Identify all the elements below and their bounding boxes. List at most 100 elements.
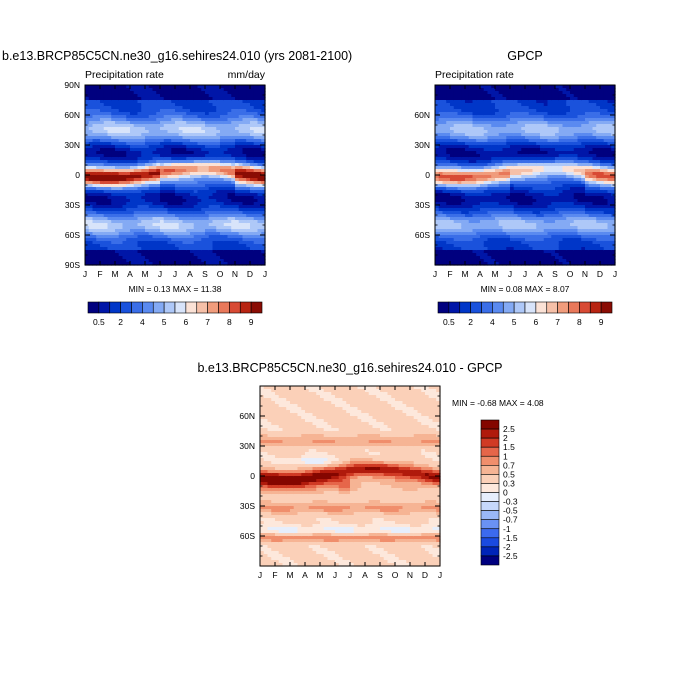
model-precip-cell (111, 187, 116, 191)
model-precip-cell (96, 136, 101, 140)
model-precip-cell (246, 205, 251, 209)
model-precip-cell (156, 100, 161, 104)
model-precip-cell (141, 241, 146, 245)
model-precip-cell (85, 262, 90, 266)
model-precip-cell (253, 136, 259, 140)
gpcp-precip-cell (547, 208, 552, 212)
gpcp-precip-cell (446, 130, 451, 134)
model-precip-cell (137, 145, 142, 149)
gpcp-precip-cell (476, 154, 481, 158)
gpcp-precip-cell (435, 115, 440, 119)
gpcp-precip-cell (525, 163, 530, 167)
model-precip-cell (130, 214, 135, 218)
model-precip-cell (130, 220, 135, 224)
model-precip-cell (122, 139, 127, 143)
model-precip-cell (126, 109, 131, 113)
model-precip-cell (238, 196, 244, 200)
gpcp-precip-cell (532, 244, 537, 248)
model-precip-cell (242, 148, 247, 152)
gpcp-precip-cell (491, 178, 496, 182)
gpcp-precip-cell (525, 100, 530, 104)
gpcp-precip-cell (555, 238, 560, 242)
gpcp-precip-cell (491, 175, 496, 179)
model-precip-cell (148, 175, 154, 179)
model-precip-cell (253, 214, 259, 218)
model-precip-cell (223, 151, 229, 155)
model-precip-cell (175, 127, 180, 131)
model-precip-cell (220, 250, 225, 254)
gpcp-precip-cell (540, 124, 545, 128)
model-precip-x-tick-label: F (97, 269, 102, 279)
model-precip-cell (253, 118, 259, 122)
model-precip-cell (197, 202, 202, 206)
model-precip-cell (107, 214, 112, 218)
gpcp-precip-cell (551, 121, 556, 125)
model-precip-cell (92, 256, 97, 260)
model-precip-cell (175, 196, 180, 200)
gpcp-precip-cell (540, 262, 545, 266)
model-precip-cell (103, 244, 109, 248)
model-precip-cell (141, 166, 146, 170)
gpcp-precip-cell (480, 199, 485, 203)
model-precip-cell (133, 97, 139, 101)
model-precip-cell (190, 151, 195, 155)
model-precip-cell (85, 184, 90, 188)
model-precip-cell (156, 253, 161, 257)
gpcp-precip-cell (472, 91, 477, 95)
model-precip-cell (227, 217, 232, 221)
model-precip-cell (133, 238, 139, 242)
gpcp-precip-cell (476, 112, 481, 116)
model-precip-cell (227, 187, 232, 191)
gpcp-precip-cell (532, 130, 537, 134)
model-precip-cell (148, 256, 154, 260)
gpcp-precip-cell (480, 202, 485, 206)
model-precip-cell (205, 256, 210, 260)
gpcp-precip-cell (495, 88, 500, 92)
gpcp-precip-cell (446, 208, 451, 212)
gpcp-precip-cell (465, 187, 470, 191)
gpcp-precip-cell (468, 115, 474, 119)
gpcp-precip-cell (502, 151, 507, 155)
model-precip-cell (212, 250, 217, 254)
model-precip-cell (201, 190, 206, 194)
model-precip-cell (250, 223, 255, 227)
gpcp-precip-cell (506, 190, 511, 194)
gpcp-precip-cell (472, 220, 477, 224)
gpcp-precip-cell (453, 130, 459, 134)
model-precip-cell (130, 130, 135, 134)
model-precip-cell (178, 217, 184, 221)
gpcp-precip-cell (453, 163, 459, 167)
gpcp-precip-cell (480, 193, 485, 197)
model-precip-cell (115, 163, 120, 167)
model-precip-cell (250, 100, 255, 104)
model-precip-cell (115, 196, 120, 200)
model-precip-cell (178, 121, 184, 125)
model-precip-cell (246, 199, 251, 203)
gpcp-precip-cell (510, 88, 515, 92)
gpcp-precip-cell (461, 214, 466, 218)
gpcp-precip-cell (472, 196, 477, 200)
gpcp-precip-cell (498, 181, 504, 185)
gpcp-precip-cell (472, 223, 477, 227)
model-precip-cell (223, 262, 229, 266)
gpcp-precip-cell (510, 91, 515, 95)
gpcp-precip-cell (517, 208, 522, 212)
model-precip-cell (100, 142, 105, 146)
model-precip-cell (257, 250, 262, 254)
model-precip-cell (85, 196, 90, 200)
gpcp-precip-cell (536, 241, 541, 245)
model-precip-cell (235, 100, 240, 104)
model-precip-cell (238, 106, 244, 110)
gpcp-precip-cell (442, 184, 447, 188)
model-precip-cell (261, 124, 266, 128)
gpcp-precip-cell (528, 181, 534, 185)
model-precip-cell (163, 181, 169, 185)
model-precip-cell (223, 142, 229, 146)
model-precip-cell (160, 247, 165, 251)
gpcp-precip-cell (438, 187, 444, 191)
model-precip-cell (193, 190, 199, 194)
model-precip-cell (126, 244, 131, 248)
model-precip-cell (122, 202, 127, 206)
model-precip-cell (227, 100, 232, 104)
model-precip-cell (216, 169, 221, 173)
